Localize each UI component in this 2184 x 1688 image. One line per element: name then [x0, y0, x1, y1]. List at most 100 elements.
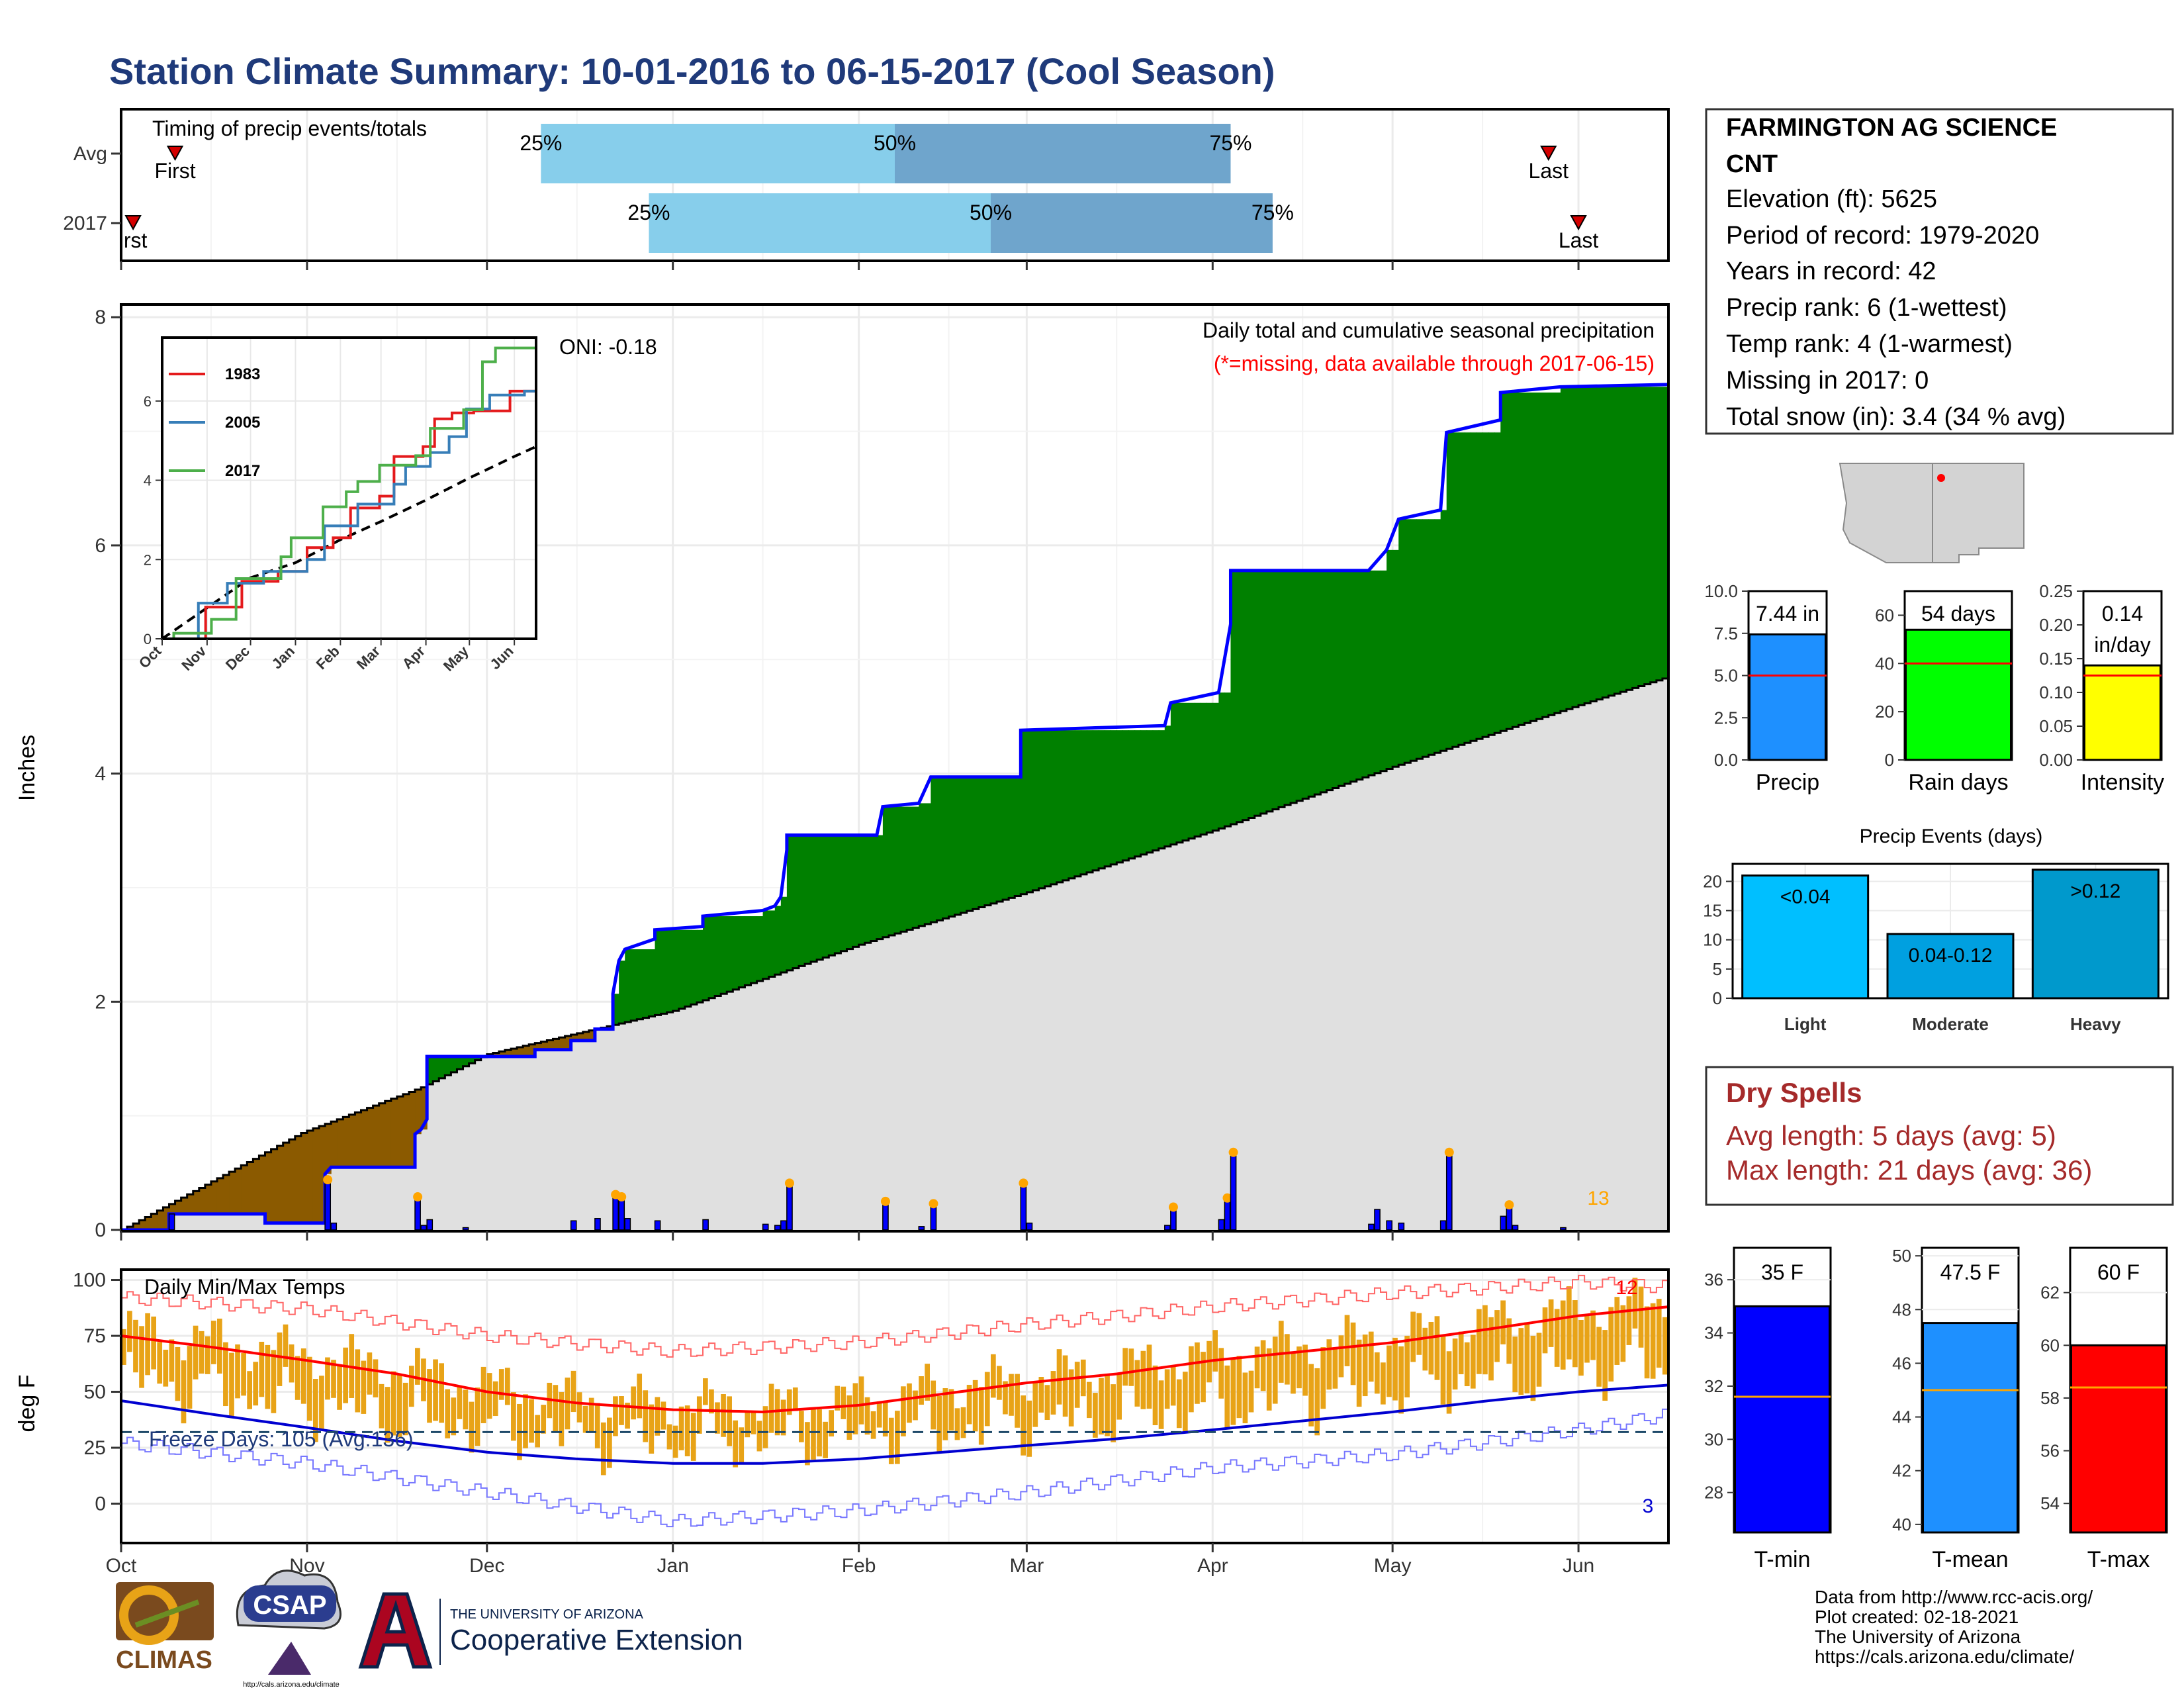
surplus-fill	[1512, 392, 1520, 727]
timing-first-marker	[166, 146, 184, 162]
deficit-fill	[199, 1188, 206, 1214]
daily-temp-bar	[1164, 1369, 1170, 1409]
daily-temp-bar	[1446, 1351, 1452, 1414]
daily-temp-bar	[445, 1389, 451, 1438]
stat-ytick-label: 0.10	[2039, 682, 2073, 702]
cumulative-2017-line	[121, 383, 1669, 1232]
daily-temp-bar	[1086, 1382, 1092, 1419]
surplus-fill	[1518, 392, 1525, 726]
daily-temp-bar	[1554, 1309, 1560, 1367]
surplus-fill	[913, 806, 919, 928]
daily-precip-bar	[420, 1225, 428, 1231]
daily-temp-bar	[205, 1336, 210, 1374]
surplus-fill	[972, 776, 979, 910]
station-elevation: Elevation (ft): 5625	[1726, 185, 1937, 213]
daily-temp-bar	[984, 1372, 990, 1427]
surplus-fill	[1224, 692, 1232, 827]
daily-temp-bar	[637, 1374, 643, 1419]
surplus-fill	[1080, 730, 1087, 874]
surplus-fill	[613, 994, 619, 1025]
surplus-fill	[1566, 387, 1573, 710]
extreme-event-marker	[1444, 1147, 1454, 1157]
deficit-fill	[247, 1162, 253, 1214]
month-label-jan: Jan	[657, 1555, 689, 1577]
daily-temp-bar	[1050, 1371, 1056, 1415]
stat-value-label: 7.44 in	[1756, 602, 1819, 626]
daily-temp-bar	[439, 1363, 444, 1423]
daily-temp-bar	[1248, 1370, 1254, 1413]
inset-xtick-label: Apr	[399, 643, 429, 673]
event-category-light: Light	[1784, 1014, 1827, 1034]
surplus-fill	[1206, 702, 1213, 833]
daily-temp-bar	[427, 1369, 432, 1423]
daily-temp-bar	[1494, 1310, 1500, 1362]
daily-temp-bar	[361, 1360, 367, 1414]
daily-temp-bar	[1530, 1335, 1536, 1401]
surplus-fill	[1230, 570, 1238, 825]
deficit-fill	[385, 1101, 392, 1168]
daily-temp-bar	[151, 1316, 157, 1370]
surplus-fill	[1260, 570, 1267, 814]
surplus-fill	[1105, 730, 1111, 867]
deficit-fill	[271, 1149, 278, 1223]
daily-temp-bar	[241, 1353, 246, 1396]
daily-temp-bar	[1524, 1322, 1530, 1393]
surplus-fill	[1338, 570, 1345, 786]
daily-temp-bar	[756, 1421, 762, 1452]
daily-temp-bar	[1302, 1344, 1308, 1396]
daily-temp-bar	[1122, 1348, 1128, 1386]
daily-temp-bar	[696, 1396, 702, 1434]
daily-precip-bar	[1374, 1209, 1381, 1231]
extreme-event-marker	[1228, 1147, 1238, 1157]
stat-ytick-label: 0	[1885, 750, 1894, 770]
surplus-fill	[901, 806, 907, 932]
surplus-fill	[1236, 570, 1244, 822]
inset-xtick-label: Nov	[178, 642, 210, 674]
temp-stat-t-mean: 40 42 44 46 48 50 47.5 F T-mean	[1892, 1246, 2020, 1572]
surplus-fill	[1524, 392, 1531, 724]
daily-precip-bar	[1439, 1220, 1447, 1231]
surplus-fill	[690, 929, 698, 1005]
extreme-event-marker	[1504, 1200, 1514, 1210]
surplus-fill	[1056, 730, 1064, 882]
surplus-fill	[1458, 432, 1465, 745]
extreme-event-marker	[1222, 1193, 1232, 1203]
daily-temp-bar	[1344, 1315, 1350, 1366]
extreme-event-marker	[784, 1178, 794, 1188]
locator-map	[1837, 459, 2027, 563]
daily-temp-bar	[1632, 1278, 1638, 1329]
surplus-fill	[751, 916, 758, 984]
daily-temp-bar	[1021, 1395, 1026, 1456]
surplus-fill	[966, 776, 974, 912]
surplus-fill	[1297, 570, 1303, 801]
daily-precip-bar	[1026, 1222, 1033, 1231]
deficit-fill	[576, 1033, 584, 1041]
daily-precip-bar	[624, 1218, 631, 1231]
surplus-fill	[1464, 432, 1471, 743]
deficit-fill	[319, 1126, 326, 1223]
dry-spells-box: Dry Spells Avg length: 5 days (avg: 5) M…	[1705, 1066, 2174, 1206]
daily-temp-bar	[1062, 1355, 1068, 1417]
daily-temp-bar	[1074, 1362, 1080, 1408]
surplus-fill	[1195, 702, 1201, 837]
deficit-fill	[421, 1087, 428, 1130]
daily-temp-bar	[942, 1388, 948, 1440]
footer-source: Data from http://www.rcc-acis.org/	[1815, 1587, 2093, 1607]
daily-temp-bar	[265, 1344, 271, 1409]
surplus-fill	[709, 916, 715, 998]
daily-temp-bar	[1644, 1306, 1650, 1379]
daily-temp-bar	[475, 1387, 480, 1446]
daily-temp-bar	[895, 1411, 900, 1464]
stat-label: Precip	[1756, 770, 1819, 795]
timing-label-75: 75%	[1209, 131, 1251, 155]
deficit-fill	[139, 1220, 146, 1230]
daily-temp-bar	[325, 1357, 330, 1400]
deficit-fill	[396, 1096, 404, 1168]
surplus-fill	[1003, 776, 1009, 900]
surplus-fill	[829, 835, 835, 956]
deficit-fill	[379, 1103, 386, 1168]
daily-temp-bar	[145, 1313, 150, 1376]
precip-panel: 0 2 4 6 8 Inches Daily total and cumulative …	[15, 303, 1670, 1241]
stat-ytick-label: 58	[2040, 1388, 2060, 1408]
daily-temp-bar	[259, 1341, 265, 1397]
